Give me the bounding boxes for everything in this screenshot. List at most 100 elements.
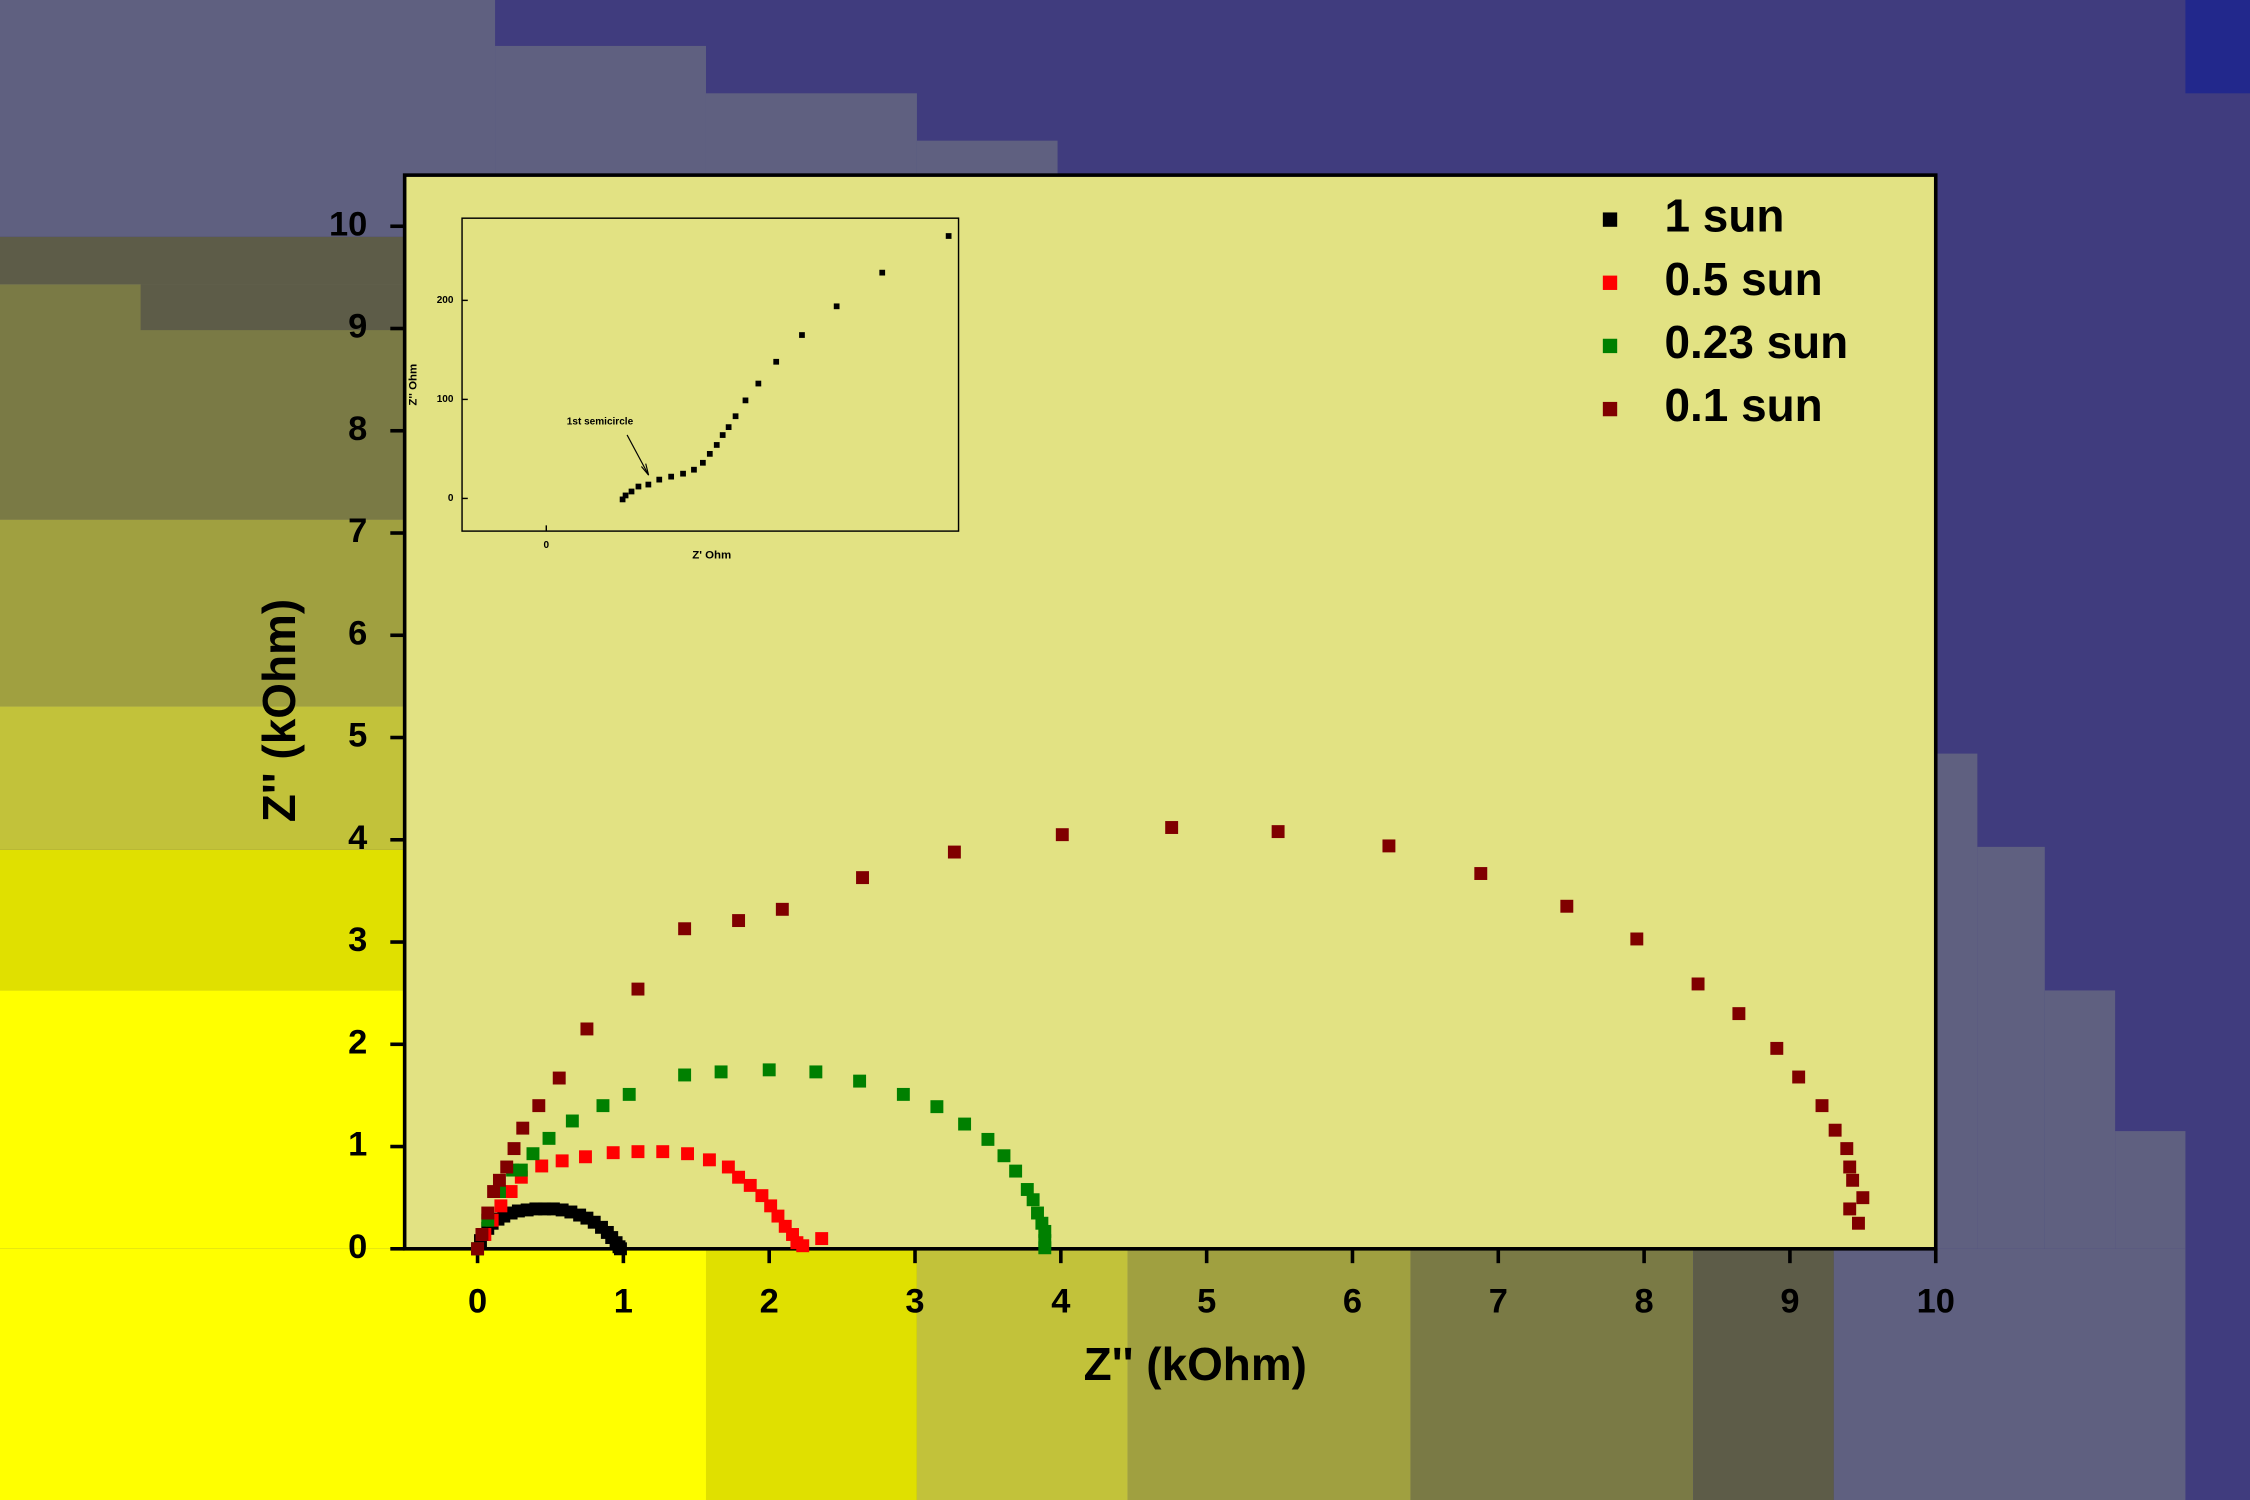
point: [1165, 821, 1179, 834]
y-tick-label: 3: [348, 921, 367, 959]
y-tick-label: 8: [348, 410, 367, 448]
point: [619, 496, 626, 503]
point: [542, 1131, 556, 1145]
point: [1856, 1191, 1870, 1205]
point: [719, 432, 726, 438]
point: [504, 1185, 518, 1198]
point: [492, 1173, 506, 1187]
x-tick-label: 1: [614, 1282, 633, 1320]
point: [475, 1228, 489, 1241]
point: [796, 1239, 810, 1253]
point: [1846, 1173, 1860, 1187]
point: [799, 332, 805, 338]
point: [699, 459, 706, 466]
legend-marker: [1602, 401, 1618, 417]
point: [1031, 1206, 1044, 1220]
x-tick-label: 6: [1343, 1282, 1362, 1320]
x-tick-label: 7: [1489, 1282, 1508, 1320]
point: [645, 481, 652, 488]
y-tick-label: 5: [348, 717, 367, 755]
point: [656, 1145, 670, 1159]
point: [1792, 1070, 1806, 1084]
x-tick-label: 2: [760, 1282, 779, 1320]
point: [755, 1189, 769, 1203]
x-axis-title: Z'' (kOhm): [1084, 1338, 1307, 1390]
y-axis-title: Z'' Ohm: [407, 364, 419, 406]
point: [981, 1132, 995, 1146]
point: [706, 450, 713, 457]
x-tick-label: 8: [1635, 1282, 1654, 1320]
point: [773, 358, 780, 365]
annotation-arrow: [626, 434, 650, 476]
point: [606, 1146, 620, 1160]
point: [1691, 977, 1705, 991]
point: [526, 1147, 540, 1161]
legend-label: 1 sun: [1665, 190, 1785, 242]
point: [580, 1022, 594, 1036]
point: [702, 1153, 716, 1167]
point: [1852, 1216, 1865, 1230]
point: [1009, 1164, 1023, 1178]
point: [1038, 1241, 1052, 1255]
y-tick-label: 4: [348, 819, 367, 857]
point: [678, 1068, 692, 1082]
point: [691, 466, 697, 473]
legend-marker: [1602, 275, 1618, 290]
x-tick-label: 10: [1917, 1282, 1955, 1320]
point: [1843, 1160, 1857, 1174]
point: [879, 269, 886, 276]
point: [945, 233, 952, 239]
point: [762, 1063, 776, 1077]
x-tick-label: 4: [1051, 1282, 1070, 1320]
point: [622, 492, 629, 499]
point: [471, 1242, 485, 1256]
legend-marker: [1602, 212, 1618, 227]
y-tick-label: 6: [348, 614, 367, 652]
point: [1560, 899, 1574, 913]
point: [680, 470, 686, 477]
point: [930, 1100, 944, 1114]
point: [579, 1150, 592, 1164]
point: [1840, 1142, 1854, 1156]
point: [714, 1065, 728, 1079]
point: [631, 982, 645, 996]
point: [1843, 1202, 1857, 1216]
point: [622, 1087, 636, 1101]
point: [1732, 1007, 1746, 1021]
point: [535, 1159, 549, 1173]
point: [1474, 867, 1488, 880]
point: [678, 922, 692, 936]
point: [755, 380, 762, 387]
point: [896, 1087, 910, 1101]
y-tick-label: 2: [348, 1023, 367, 1061]
y-tick-label: 0: [448, 493, 454, 504]
legend-marker: [1602, 338, 1618, 354]
point: [1382, 839, 1396, 853]
point: [743, 1178, 757, 1192]
point: [1020, 1183, 1034, 1196]
x-tick-label: 0: [468, 1282, 487, 1320]
point: [809, 1065, 823, 1079]
x-tick-label: 9: [1780, 1282, 1799, 1320]
y-axis-title: Z'' (kOhm): [253, 599, 305, 822]
point: [552, 1071, 566, 1085]
point: [514, 1163, 528, 1177]
point: [631, 1145, 645, 1159]
point: [764, 1199, 778, 1213]
x-tick-label: 0: [543, 540, 549, 551]
point: [1630, 932, 1644, 946]
plot-area: [461, 217, 960, 532]
point: [628, 488, 635, 495]
annotation-arrowhead: [640, 463, 650, 476]
point: [500, 1160, 514, 1174]
legend-label: 0.23 sun: [1665, 316, 1849, 368]
point: [1828, 1123, 1842, 1137]
y-tick-label: 0: [348, 1228, 367, 1266]
y-tick-label: 10: [329, 205, 367, 243]
y-tick-label: 9: [348, 308, 367, 346]
point: [1271, 825, 1285, 839]
point: [958, 1117, 972, 1131]
